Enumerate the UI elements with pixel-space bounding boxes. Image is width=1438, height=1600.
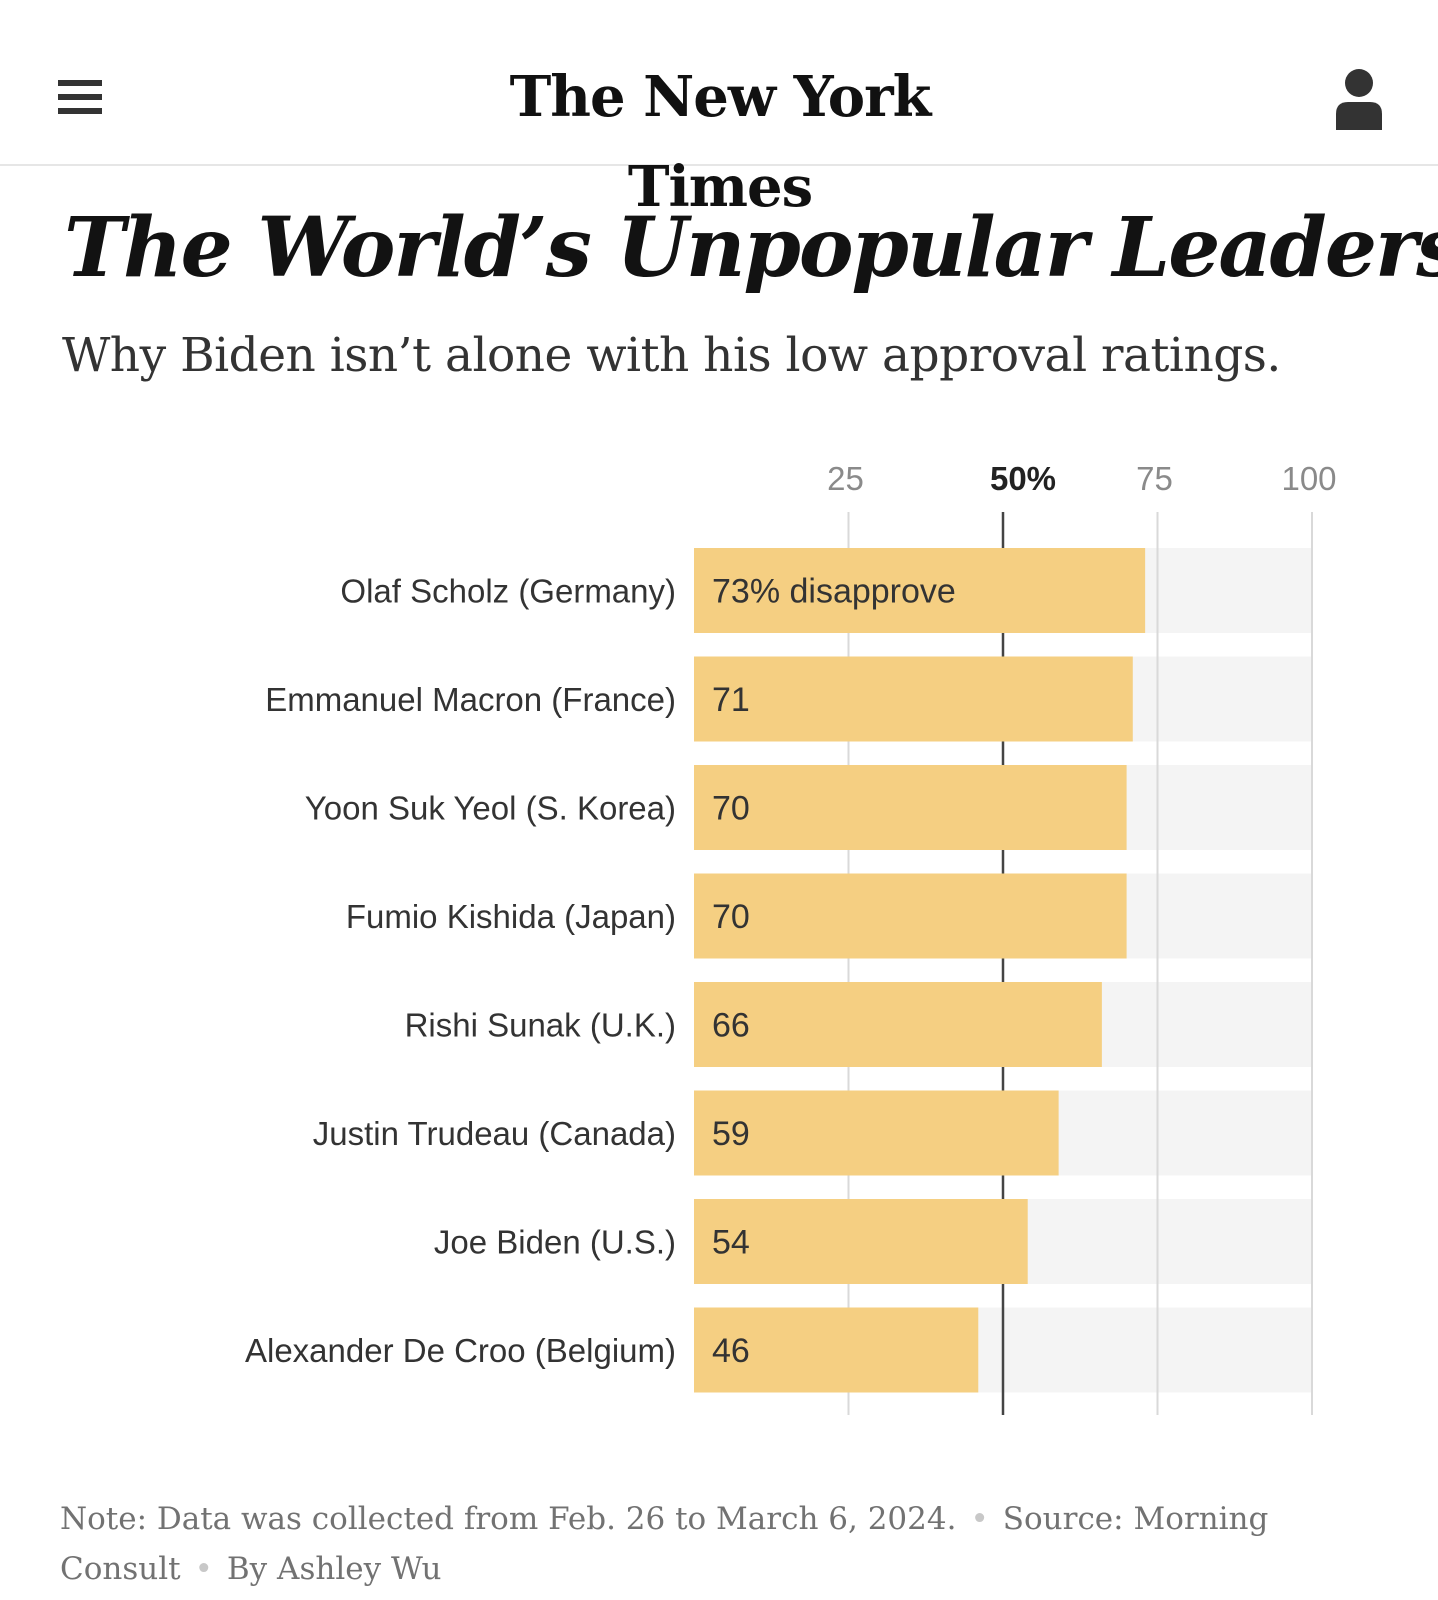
bar [694, 548, 1146, 633]
category-label: Fumio Kishida (Japan) [346, 898, 676, 935]
data-label: 66 [712, 1007, 750, 1045]
data-label: 46 [712, 1332, 750, 1370]
category-label: Rishi Sunak (U.K.) [405, 1007, 676, 1044]
x-tick-label: 100 [1281, 460, 1336, 497]
bar [694, 765, 1127, 850]
bar [694, 656, 1133, 742]
data-label: 54 [712, 1224, 750, 1262]
data-label: 70 [712, 790, 750, 828]
bar [694, 1199, 1028, 1284]
category-label: Alexander De Croo (Belgium) [245, 1332, 676, 1369]
category-label: Joe Biden (U.S.) [434, 1224, 676, 1261]
data-label: 71 [712, 681, 750, 719]
category-label: Justin Trudeau (Canada) [313, 1115, 676, 1152]
separator-dot: • [194, 1551, 213, 1587]
disapproval-bar-chart: 25 50% 75 100 Olaf Scholz (Germany) Emmanuel … [245, 460, 1337, 1415]
separator-dot: • [970, 1501, 989, 1537]
x-tick-label: 25 [827, 460, 864, 497]
data-label: 73% disapprove [712, 573, 956, 611]
subheadline: Why Biden isn’t alone with his low appro… [62, 328, 1281, 383]
bar [694, 1090, 1059, 1176]
x-tick-label: 75 [1136, 460, 1173, 497]
bar [694, 1307, 979, 1393]
category-label: Emmanuel Macron (France) [265, 681, 676, 718]
category-label: Yoon Suk Yeol (S. Korea) [305, 790, 676, 827]
data-label: 70 [712, 898, 750, 936]
hamburger-menu-icon[interactable] [58, 80, 102, 114]
bar [694, 873, 1127, 959]
source-credit: Source: Morning Consult [60, 1501, 1269, 1587]
top-bar: The New York Times [0, 0, 1438, 220]
data-note: Note: Data was collected from Feb. 26 to… [60, 1501, 957, 1537]
account-person-icon[interactable] [1334, 68, 1384, 130]
byline: By Ashley Wu [226, 1551, 442, 1587]
bar [694, 982, 1102, 1067]
data-label: 59 [712, 1115, 750, 1153]
headline: The World’s Unpopular Leaders [64, 200, 1438, 296]
category-label: Olaf Scholz (Germany) [340, 573, 676, 610]
x-tick-label: 50% [990, 460, 1056, 497]
site-logo[interactable]: The New York Times [509, 64, 932, 220]
chart-footer: Note: Data was collected from Feb. 26 to… [60, 1494, 1390, 1594]
